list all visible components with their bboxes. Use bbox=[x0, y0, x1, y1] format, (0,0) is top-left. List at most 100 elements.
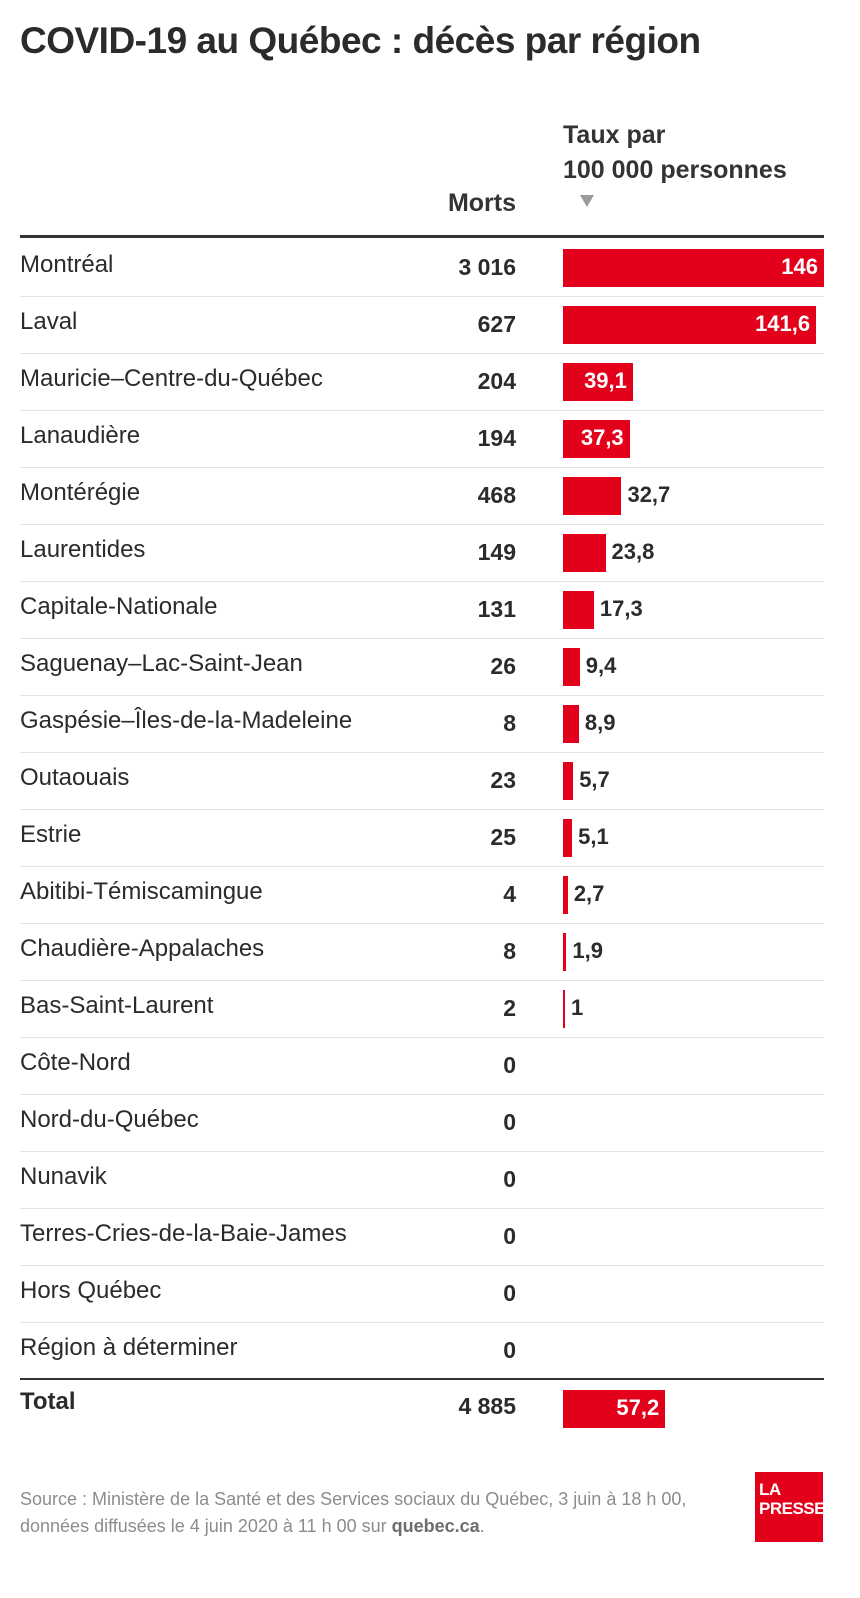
rate-value-label: 8,9 bbox=[584, 710, 616, 735]
header-rule bbox=[20, 235, 824, 238]
rate-bar bbox=[563, 534, 606, 572]
rate-header-line2: 100 000 personnes bbox=[563, 156, 787, 184]
total-label: Total bbox=[20, 1388, 76, 1415]
deaths-value: 194 bbox=[477, 425, 516, 451]
deaths-value: 4 bbox=[503, 881, 516, 907]
deaths-column-header: Morts bbox=[447, 189, 516, 217]
deaths-value: 0 bbox=[503, 1109, 516, 1135]
region-name: Laval bbox=[20, 308, 78, 335]
rate-bar bbox=[563, 249, 824, 287]
rate-header-line1: Taux par bbox=[563, 121, 666, 149]
rate-bar bbox=[563, 819, 573, 857]
table-row: Mauricie–Centre-du-Québec 204 39,1 bbox=[20, 353, 824, 411]
rate-bar bbox=[563, 306, 817, 344]
rate-value-label: 5,7 bbox=[579, 767, 610, 792]
region-name: Montérégie bbox=[20, 479, 141, 506]
region-name: Laurentides bbox=[20, 536, 146, 563]
logo-line1: LA bbox=[759, 1480, 781, 1499]
rate-value-label: 9,4 bbox=[585, 653, 617, 678]
region-name: Hors Québec bbox=[20, 1277, 162, 1304]
region-name: Gaspésie–Îles-de-la-Madeleine bbox=[20, 707, 353, 734]
deaths-value: 2 bbox=[503, 995, 516, 1021]
total-row: Total 4 885 57,2 bbox=[20, 1380, 824, 1437]
source-link[interactable]: quebec.ca bbox=[391, 1516, 480, 1536]
rate-value-label: 32,7 bbox=[627, 482, 671, 507]
rate-bar bbox=[563, 420, 630, 458]
region-name: Nunavik bbox=[20, 1163, 107, 1190]
region-name: Capitale-Nationale bbox=[20, 593, 218, 620]
region-name: Côte-Nord bbox=[20, 1049, 131, 1076]
rate-bar bbox=[563, 477, 622, 515]
table-row: Abitibi-Témiscamingue 4 2,7 bbox=[20, 866, 824, 924]
rate-value-label: 39,1 bbox=[584, 368, 627, 393]
rate-column-header: Taux par 100 000 personnes bbox=[563, 118, 787, 188]
rate-value-label: 141,6 bbox=[755, 311, 811, 336]
rate-value-label: 1 bbox=[571, 995, 584, 1020]
region-name: Région à déterminer bbox=[20, 1334, 238, 1361]
deaths-value: 0 bbox=[503, 1166, 516, 1192]
region-name: Lanaudière bbox=[20, 422, 141, 449]
region-name: Terres-Cries-de-la-Baie-James bbox=[20, 1220, 347, 1247]
table-row: Gaspésie–Îles-de-la-Madeleine 8 8,9 bbox=[20, 695, 824, 753]
deaths-value: 25 bbox=[490, 824, 516, 850]
table-row: Estrie 25 5,1 bbox=[20, 809, 824, 867]
table-row: Chaudière-Appalaches 8 1,9 bbox=[20, 923, 824, 981]
table-row: Montérégie 468 32,7 bbox=[20, 467, 824, 525]
rate-value-label: 2,7 bbox=[573, 881, 605, 906]
rate-value-label: 146 bbox=[781, 254, 818, 279]
rate-bar bbox=[563, 876, 568, 914]
total-deaths: 4 885 bbox=[458, 1393, 516, 1419]
region-name: Nord-du-Québec bbox=[20, 1106, 199, 1133]
region-name: Estrie bbox=[20, 821, 82, 848]
region-name: Outaouais bbox=[20, 764, 130, 791]
source-line2-text: données diffusées le 4 juin 2020 à 11 h … bbox=[20, 1516, 387, 1536]
table-row: Terres-Cries-de-la-Baie-James 0 bbox=[20, 1208, 824, 1266]
rate-value-label: 5,1 bbox=[578, 824, 609, 849]
table-row: Outaouais 23 5,7 bbox=[20, 752, 824, 810]
sort-down-arrow-icon bbox=[580, 195, 594, 207]
source-end: . bbox=[479, 1516, 485, 1536]
rate-bar bbox=[563, 648, 580, 686]
deaths-value: 0 bbox=[503, 1223, 516, 1249]
deaths-value: 0 bbox=[503, 1052, 516, 1078]
rate-bar bbox=[563, 933, 567, 971]
rate-bar bbox=[563, 591, 594, 629]
deaths-value: 149 bbox=[477, 539, 516, 565]
deaths-value: 131 bbox=[477, 596, 516, 622]
table-row: Nord-du-Québec 0 bbox=[20, 1094, 824, 1152]
deaths-value: 204 bbox=[477, 368, 516, 394]
la-presse-logo: LA PRESSE bbox=[755, 1472, 825, 1542]
rate-value-label: 57,2 bbox=[616, 1395, 660, 1420]
deaths-value: 3 016 bbox=[458, 254, 516, 280]
table-row: Hors Québec 0 bbox=[20, 1265, 824, 1323]
rate-bar bbox=[563, 1390, 666, 1428]
rate-value-label: 37,3 bbox=[580, 425, 624, 450]
table-row: Laval 627 141,6 bbox=[20, 296, 824, 354]
source-note: Source : Ministère de la Santé et des Se… bbox=[20, 1486, 686, 1540]
rate-bar bbox=[563, 990, 565, 1028]
rate-value-label: 1,9 bbox=[572, 938, 603, 963]
table-row: Laurentides 149 23,8 bbox=[20, 524, 824, 582]
source-line1: Source : Ministère de la Santé et des Se… bbox=[20, 1489, 687, 1509]
table-row: Côte-Nord 0 bbox=[20, 1037, 824, 1095]
deaths-value: 23 bbox=[490, 767, 516, 793]
deaths-value: 8 bbox=[503, 938, 516, 964]
table-row: Lanaudière 194 37,3 bbox=[20, 410, 824, 468]
rate-value-label: 23,8 bbox=[611, 539, 655, 564]
rate-bar bbox=[563, 705, 579, 743]
region-name: Chaudière-Appalaches bbox=[20, 935, 265, 962]
rate-bar bbox=[563, 363, 633, 401]
logo-line2: PRESSE bbox=[759, 1499, 825, 1518]
deaths-value: 468 bbox=[477, 482, 516, 508]
chart-title: COVID-19 au Québec : décès par région bbox=[20, 20, 701, 61]
region-name: Mauricie–Centre-du-Québec bbox=[20, 365, 323, 392]
deaths-value: 627 bbox=[477, 311, 516, 337]
region-name: Saguenay–Lac-Saint-Jean bbox=[20, 650, 303, 677]
region-name: Bas-Saint-Laurent bbox=[20, 992, 214, 1019]
deaths-value: 8 bbox=[503, 710, 516, 736]
table-row: Bas-Saint-Laurent 2 1 bbox=[20, 980, 824, 1038]
region-name: Abitibi-Témiscamingue bbox=[20, 878, 263, 905]
deaths-value: 0 bbox=[503, 1337, 516, 1363]
table-row: Saguenay–Lac-Saint-Jean 26 9,4 bbox=[20, 638, 824, 696]
table-row: Région à déterminer 0 bbox=[20, 1322, 824, 1380]
